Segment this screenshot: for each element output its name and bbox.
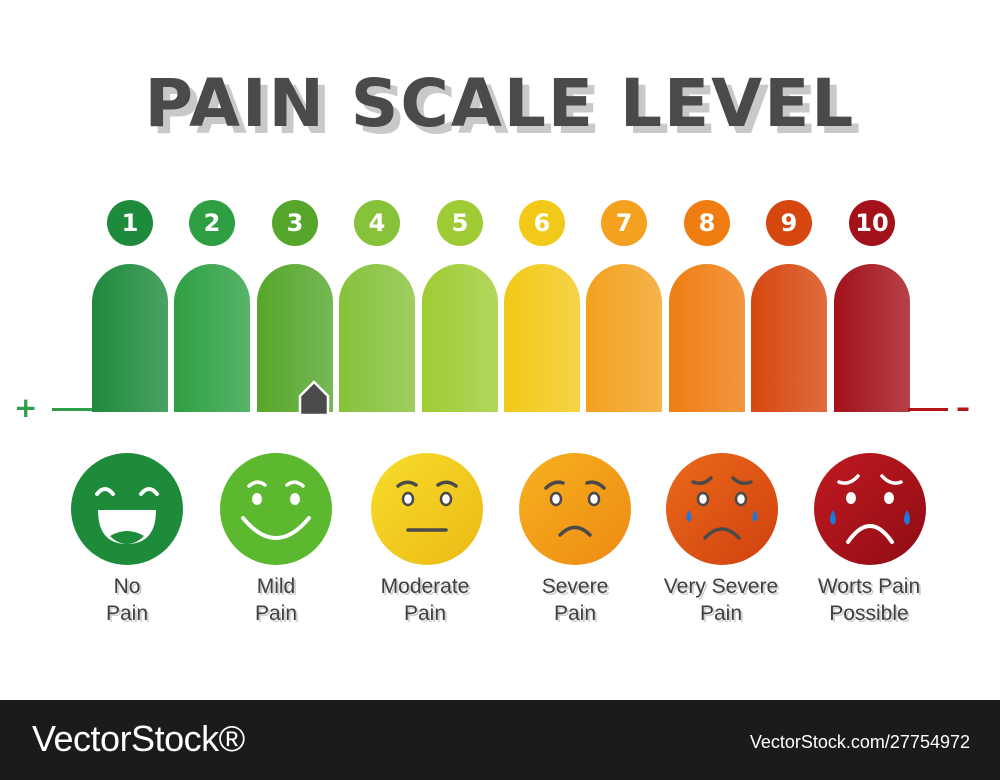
sad-face-icon: [519, 453, 631, 565]
face-label-worst-pain-possible: Worts Pain Possible: [817, 575, 921, 625]
level-number-10: 10: [849, 200, 895, 246]
plus-sign: +: [14, 391, 38, 424]
level-number-1: 1: [107, 200, 153, 246]
laughing-face-icon: [71, 453, 183, 565]
level-number-5: 5: [437, 200, 483, 246]
face-label-very-severe-pain: Very Severe Pain: [663, 575, 779, 625]
level-number-2: 2: [189, 200, 235, 246]
level-bar-6: [504, 264, 580, 412]
level-bar-8: [669, 264, 745, 412]
page-title: PAIN SCALE LEVEL: [144, 65, 856, 142]
level-number-7: 7: [601, 200, 647, 246]
face-label-moderate-pain: Moderate Pain: [380, 575, 470, 625]
minus-sign: –: [956, 391, 970, 424]
neutral-face-icon: [371, 453, 483, 565]
face-label-severe-pain: Severe Pain: [541, 575, 609, 625]
level-bar-1: [92, 264, 168, 412]
smiling-face-icon: [220, 453, 332, 565]
level-bar-9: [751, 264, 827, 412]
level-number-9: 9: [766, 200, 812, 246]
face-label-no-pain: No Pain: [105, 575, 149, 625]
image-credit: VectorStock.com/27754972: [749, 732, 970, 752]
pointer-marker-icon: [298, 380, 330, 416]
level-number-8: 8: [684, 200, 730, 246]
crying-face-icon: [814, 453, 926, 565]
face-label-mild-pain: Mild Pain: [254, 575, 298, 625]
footer-bar: VectorStock® VectorStock.com/27754972: [0, 700, 1000, 780]
level-number-6: 6: [519, 200, 565, 246]
level-bar-5: [422, 264, 498, 412]
baseline-right: [908, 408, 948, 411]
brand-logo: VectorStock®: [32, 718, 245, 759]
level-number-4: 4: [354, 200, 400, 246]
pain-scale: 1 2 3 4 5 6 7 8 9 10 + –: [14, 200, 970, 424]
level-bar-2: [174, 264, 250, 412]
tearful-face-icon: [666, 453, 778, 565]
level-bar-10: [834, 264, 910, 412]
baseline-left: [52, 408, 92, 411]
level-bar-4: [339, 264, 415, 412]
level-number-3: 3: [272, 200, 318, 246]
level-bar-7: [586, 264, 662, 412]
